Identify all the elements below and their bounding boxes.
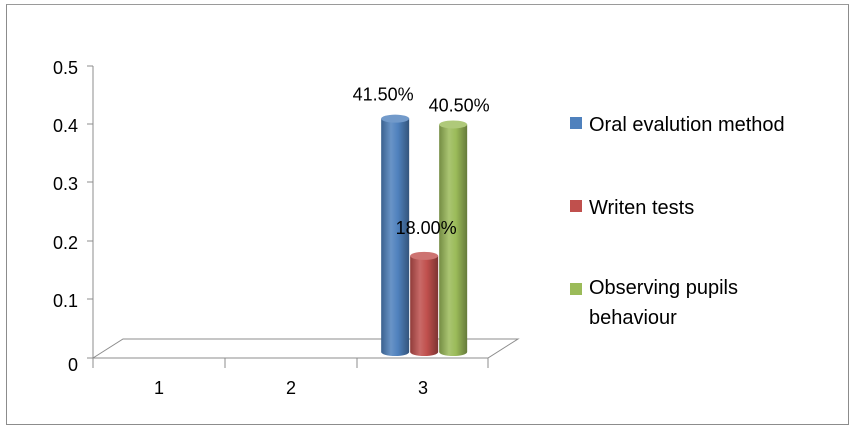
chart-axes: 0 0.1 0.2 0.3 0.4 0.5 1 2 3 <box>53 58 520 398</box>
data-labels-group: 41.50% 18.00% 40.50% <box>353 85 490 238</box>
data-label-2-2: 40.50% <box>429 95 490 115</box>
legend: Oral evalution method Writen tests Obser… <box>570 114 785 329</box>
bar-top-2-2 <box>439 120 468 129</box>
y-tick-label-3: 0.3 <box>53 174 78 194</box>
bar-body-2-1 <box>410 255 439 356</box>
y-tick-label-2: 0.2 <box>53 233 78 253</box>
data-label-2-0: 41.50% <box>353 85 414 105</box>
bar-body-2-0 <box>381 118 410 356</box>
legend-swatch-observing <box>570 283 582 295</box>
x-tick-label-1: 1 <box>154 378 164 398</box>
x-tick-label-3: 3 <box>418 378 428 398</box>
y-tick-label-5: 0.5 <box>53 58 78 78</box>
legend-label-oral: Oral evalution method <box>589 114 785 136</box>
legend-swatch-writen <box>570 200 582 212</box>
bar-top-2-1 <box>410 251 439 260</box>
legend-label-observing-line1: Observing pupils <box>589 277 738 299</box>
chart-frame <box>6 4 849 425</box>
legend-swatch-oral <box>570 117 582 129</box>
x-tick-label-2: 2 <box>286 378 296 398</box>
y-tick-label-1: 0.1 <box>53 291 78 311</box>
y-tick-label-0: 0 <box>68 355 78 375</box>
bars-group <box>381 114 468 356</box>
data-label-2-1: 18.00% <box>396 218 457 238</box>
y-tick-label-4: 0.4 <box>53 116 78 136</box>
legend-label-observing-line2: behaviour <box>589 307 677 329</box>
bar-top-2-0 <box>381 114 410 123</box>
bar-body-2-2 <box>439 124 468 356</box>
legend-label-writen: Writen tests <box>589 197 694 219</box>
